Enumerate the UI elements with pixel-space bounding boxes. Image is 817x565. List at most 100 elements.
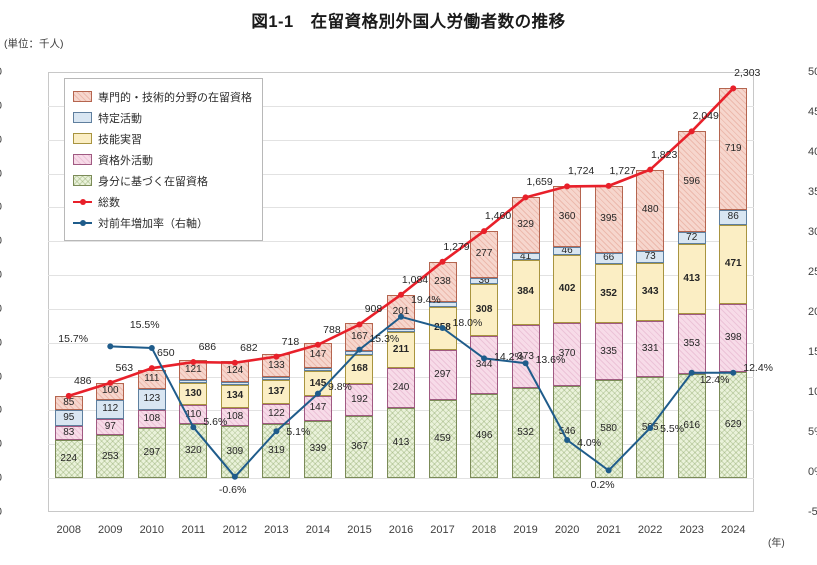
rate-line-marker[interactable] bbox=[647, 425, 654, 431]
rate-line-marker[interactable] bbox=[439, 325, 446, 331]
total-line-marker[interactable] bbox=[65, 392, 72, 399]
bar-group[interactable]: 413 240 211 201 bbox=[387, 72, 415, 512]
bar-segment-mibun[interactable]: 580 bbox=[594, 380, 623, 479]
bar-segment-senmon[interactable]: 719 bbox=[719, 88, 748, 211]
bar-segment-tokutei[interactable]: 73 bbox=[636, 251, 665, 264]
total-line-marker[interactable] bbox=[231, 359, 238, 366]
bar-segment-ginou[interactable]: 168 bbox=[345, 355, 374, 384]
rate-line-marker[interactable] bbox=[398, 313, 404, 320]
bar-segment-tokutei[interactable] bbox=[303, 367, 332, 372]
bar-segment-ginou[interactable]: 343 bbox=[636, 263, 665, 322]
bar-segment-tokutei[interactable]: 46 bbox=[553, 247, 582, 256]
bar-segment-mibun[interactable]: 253 bbox=[96, 435, 125, 479]
bar-segment-mibun[interactable]: 224 bbox=[54, 440, 83, 479]
bar-segment-shikaku[interactable]: 108 bbox=[137, 409, 166, 428]
bar-segment-ginou[interactable]: 134 bbox=[220, 384, 249, 408]
total-line-marker[interactable] bbox=[481, 228, 488, 235]
bar-segment-shikaku[interactable]: 192 bbox=[345, 383, 374, 417]
bar-segment-tokutei[interactable] bbox=[387, 328, 415, 332]
bar-segment-shikaku[interactable]: 373 bbox=[511, 325, 540, 389]
rate-line-marker[interactable] bbox=[190, 424, 197, 431]
legend-item-senmon[interactable]: 専門的・技術的分野の在留資格 bbox=[73, 86, 252, 107]
bar-segment-senmon[interactable]: 395 bbox=[594, 185, 623, 253]
bar-segment-ginou[interactable]: 130 bbox=[179, 383, 208, 406]
bar-segment-shikaku[interactable]: 108 bbox=[220, 407, 249, 426]
bar-segment-tokutei[interactable]: 86 bbox=[719, 210, 748, 225]
bar-segment-tokutei[interactable] bbox=[262, 376, 291, 381]
bar-segment-senmon[interactable]: 329 bbox=[511, 197, 540, 254]
total-line-marker[interactable] bbox=[439, 258, 446, 265]
bar-segment-shikaku[interactable]: 297 bbox=[428, 350, 457, 401]
bar-segment-tokutei[interactable]: 72 bbox=[677, 232, 706, 245]
bar-segment-mibun[interactable]: 297 bbox=[137, 427, 166, 479]
rate-line-marker[interactable] bbox=[730, 369, 737, 376]
bar-segment-shikaku[interactable]: 344 bbox=[470, 336, 499, 395]
bar-segment-mibun[interactable]: 496 bbox=[470, 394, 499, 479]
bar-segment-shikaku[interactable]: 370 bbox=[553, 323, 582, 386]
bar-segment-tokutei[interactable]: 66 bbox=[594, 252, 623, 264]
bar-segment-tokutei[interactable]: 112 bbox=[96, 399, 125, 419]
total-line-marker[interactable] bbox=[647, 166, 654, 173]
rate-line-marker[interactable] bbox=[564, 437, 571, 443]
bar-segment-shikaku[interactable]: 110 bbox=[179, 405, 208, 424]
total-line-marker[interactable] bbox=[273, 353, 280, 360]
bar-group[interactable]: 367 192 168 167 bbox=[345, 72, 374, 512]
rate-line-marker[interactable] bbox=[481, 355, 488, 362]
bar-group[interactable]: 532 373 384 41 329 bbox=[511, 72, 540, 512]
bar-segment-tokutei[interactable] bbox=[179, 380, 208, 384]
bar-segment-shikaku[interactable]: 147 bbox=[303, 395, 332, 421]
bar-group[interactable]: 59533134373480 bbox=[636, 72, 665, 512]
bar-segment-mibun[interactable]: 629 bbox=[719, 371, 748, 479]
bar-segment-ginou[interactable]: 308 bbox=[470, 283, 499, 336]
legend-item-ginou[interactable]: 技能実習 bbox=[73, 128, 252, 149]
total-line-marker[interactable] bbox=[398, 291, 404, 298]
bar-segment-ginou[interactable]: 352 bbox=[594, 263, 623, 324]
total-line-marker[interactable] bbox=[190, 359, 197, 366]
bar-segment-mibun[interactable]: 320 bbox=[179, 424, 208, 479]
bar-segment-tokutei[interactable]: 41 bbox=[511, 253, 540, 260]
total-line-marker[interactable] bbox=[730, 85, 737, 92]
bar-segment-senmon[interactable]: 133 bbox=[262, 354, 291, 377]
bar-segment-ginou[interactable]: 384 bbox=[511, 260, 540, 325]
bar-segment-mibun[interactable]: 413 bbox=[387, 408, 415, 479]
bar-segment-shikaku[interactable]: 331 bbox=[636, 321, 665, 378]
total-line-marker[interactable] bbox=[688, 128, 695, 135]
bar-segment-tokutei[interactable]: 123 bbox=[137, 388, 166, 410]
bar-group[interactable]: 580 335 352 66 395 bbox=[594, 72, 623, 512]
bar-segment-tokutei[interactable] bbox=[428, 301, 457, 307]
rate-line-marker[interactable] bbox=[314, 390, 321, 397]
total-line-marker[interactable] bbox=[314, 341, 321, 348]
total-line-marker[interactable] bbox=[564, 183, 571, 190]
rate-line-marker[interactable] bbox=[148, 345, 155, 351]
legend-item-tokutei[interactable]: 特定活動 bbox=[73, 107, 252, 128]
rate-line-marker[interactable] bbox=[522, 360, 529, 367]
bar-segment-ginou[interactable]: 137 bbox=[262, 380, 291, 404]
bar-segment-senmon[interactable]: 121 bbox=[179, 359, 208, 381]
bar-segment-tokutei[interactable]: 95 bbox=[54, 410, 83, 427]
total-line-marker[interactable] bbox=[356, 321, 363, 328]
bar-segment-mibun[interactable]: 459 bbox=[428, 400, 457, 479]
bar-group[interactable]: 459297258238 bbox=[428, 72, 457, 512]
rate-line-marker[interactable] bbox=[688, 369, 695, 376]
bar-segment-ginou[interactable]: 402 bbox=[553, 255, 582, 324]
bar-segment-mibun[interactable]: 616 bbox=[677, 373, 706, 479]
bar-segment-senmon[interactable]: 100 bbox=[96, 383, 125, 400]
bar-segment-senmon[interactable]: 480 bbox=[636, 169, 665, 252]
total-line-marker[interactable] bbox=[605, 182, 612, 189]
bar-segment-mibun[interactable]: 367 bbox=[345, 416, 374, 479]
bar-segment-ginou[interactable]: 211 bbox=[387, 331, 415, 368]
bar-group[interactable]: 320 110 130 121 bbox=[179, 72, 208, 512]
legend-item-mibun[interactable]: 身分に基づく在留資格 bbox=[73, 170, 252, 191]
total-line-marker[interactable] bbox=[107, 379, 114, 386]
bar-segment-shikaku[interactable]: 353 bbox=[677, 314, 706, 374]
bar-group[interactable]: 546 370 402 46 360 bbox=[553, 72, 582, 512]
bar-segment-mibun[interactable]: 546 bbox=[553, 385, 582, 479]
bar-group[interactable]: 616 353 413 72 596 bbox=[677, 72, 706, 512]
bar-segment-shikaku[interactable]: 97 bbox=[96, 418, 125, 436]
rate-line-marker[interactable] bbox=[231, 473, 238, 480]
bar-group[interactable]: 629 398 471 86 719 bbox=[719, 72, 748, 512]
bar-segment-shikaku[interactable]: 335 bbox=[594, 323, 623, 380]
rate-line-marker[interactable] bbox=[356, 346, 363, 353]
rate-line-marker[interactable] bbox=[273, 428, 280, 435]
legend-item-shikaku[interactable]: 資格外活動 bbox=[73, 149, 252, 170]
